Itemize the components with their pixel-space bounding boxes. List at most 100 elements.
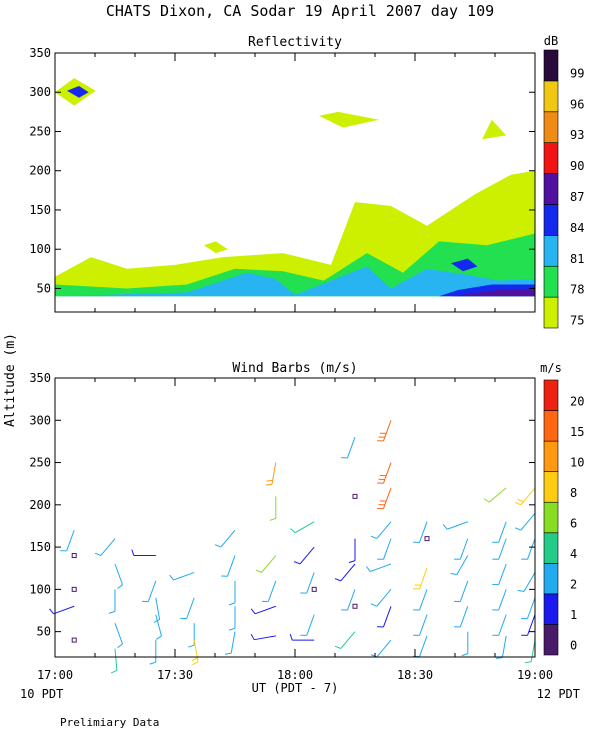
wind-barb <box>149 640 157 665</box>
colorbar-swatch-81 <box>543 235 559 267</box>
wind-barb <box>370 589 392 607</box>
wind-barb <box>153 597 161 623</box>
wind-barb <box>348 538 356 564</box>
wind-colorbar: 0 1 2 4 6 8 10 15 20 <box>543 379 584 656</box>
wind-colorbar-swatch-8 <box>543 471 559 503</box>
reflectivity-panel: 50 100 150 200 250 300 350 <box>29 46 536 313</box>
wind-colorbar-label: 10 <box>570 455 584 469</box>
y-tick-label: 50 <box>37 281 51 295</box>
wind-barb <box>521 614 536 636</box>
wind-barb <box>341 589 356 611</box>
x-tick-label: 17:00 <box>37 668 73 682</box>
y-axis-label: Altitude (m) <box>3 333 18 427</box>
wind-barb <box>413 614 428 636</box>
wind-barb <box>521 597 536 619</box>
wind-barb-calm <box>352 493 358 499</box>
wind-barb <box>413 568 428 590</box>
wind-barb <box>377 538 392 560</box>
wind-barb <box>261 580 277 603</box>
y-tick-label: 250 <box>29 124 51 138</box>
y-tick-label: 200 <box>29 498 51 512</box>
wind-barb <box>293 546 315 565</box>
wind-colorbar-swatch-1 <box>543 593 559 625</box>
wind-barb <box>413 589 428 611</box>
wind-barb <box>110 648 118 674</box>
wind-colorbar-swatch-2 <box>543 563 559 595</box>
colorbar-label: 78 <box>570 283 584 297</box>
reflectivity-contour-75db <box>482 119 507 140</box>
colorbar-swatch-84 <box>543 204 559 236</box>
x-sublabel-right: 12 PDT <box>537 687 580 701</box>
wind-barb <box>191 640 199 666</box>
preliminary-note: Prelimiary Data <box>60 716 159 729</box>
y-tick-label: 150 <box>29 540 51 554</box>
colorbar-label: 87 <box>570 190 584 204</box>
colorbar-label: 99 <box>570 66 584 80</box>
colorbar-swatch-90 <box>543 142 559 174</box>
wind-barb <box>492 589 507 611</box>
wind-barb <box>496 635 507 659</box>
wind-barb <box>366 563 392 572</box>
reflectivity-contour-84db <box>451 258 478 272</box>
wind-barb-calm <box>71 637 77 643</box>
wind-barb <box>492 521 507 543</box>
wind-colorbar-label: 0 <box>570 639 577 653</box>
x-tick-label: 19:00 <box>517 668 553 682</box>
wind-barb <box>492 563 507 586</box>
wind-barb-calm <box>71 586 77 592</box>
wind-barb <box>169 571 195 581</box>
wind-barb <box>214 529 236 548</box>
reflectivity-colorbar: 75 78 81 84 87 90 93 96 99 <box>543 49 584 329</box>
wind-colorbar-label: 1 <box>570 608 577 622</box>
wind-barb <box>377 462 392 484</box>
wind-barb <box>514 487 536 506</box>
wind-colorbar-label: 2 <box>570 578 577 592</box>
wind-barb <box>114 623 123 649</box>
y-tick-label: 200 <box>29 164 51 178</box>
y-tick-label: 50 <box>37 625 51 639</box>
wind-barb <box>492 538 507 560</box>
x-tick-label: 17:30 <box>157 668 193 682</box>
wind-colorbar-swatch-4 <box>543 532 559 564</box>
wind-barb <box>450 555 469 576</box>
wind-barb <box>377 487 392 510</box>
wind-barb <box>269 496 277 521</box>
wind-barb <box>289 633 315 641</box>
wind-barb <box>521 538 536 560</box>
wind-barb-calm <box>311 586 317 592</box>
x-axis-label: UT (PDT - 7) <box>252 681 339 695</box>
wind-barb <box>483 487 507 503</box>
y-tick-label: 100 <box>29 242 51 256</box>
colorbar-swatch-93 <box>543 111 559 143</box>
wind-barb <box>300 614 315 636</box>
wind-barb <box>517 572 536 592</box>
wind-barb <box>228 580 236 606</box>
y-tick-label: 300 <box>29 85 51 99</box>
y-tick-label: 350 <box>29 46 51 60</box>
y-tick-label: 250 <box>29 456 51 470</box>
wind-barb <box>221 555 236 577</box>
wind-barb <box>453 580 469 603</box>
wind-barbs-panel: 50 100 150 200 250 300 350 17:00 17:30 18:00 18:30… <box>29 371 553 682</box>
reflectivity-contour-81db <box>55 266 535 297</box>
reflectivity-colorbar-unit: dB <box>544 34 558 48</box>
reflectivity-title: Reflectivity <box>248 35 342 50</box>
wind-barb <box>370 521 392 540</box>
wind-barb <box>255 555 277 573</box>
wind-colorbar-label: 4 <box>570 547 577 561</box>
wind-barb <box>224 631 236 655</box>
wind-barb <box>453 606 469 628</box>
colorbar-swatch-87 <box>543 173 559 205</box>
colorbar-label: 90 <box>570 159 584 173</box>
reflectivity-contour-84db <box>67 86 89 98</box>
wind-barb <box>334 631 356 649</box>
wind-barb <box>49 605 75 615</box>
wind-barb <box>265 462 277 486</box>
y-tick-label: 150 <box>29 203 51 217</box>
wind-barb <box>155 614 162 640</box>
colorbar-label: 81 <box>570 252 584 266</box>
wind-barb <box>461 631 469 657</box>
reflectivity-contour-75db <box>319 111 379 128</box>
wind-barb <box>131 549 156 557</box>
wind-barb <box>413 521 428 543</box>
